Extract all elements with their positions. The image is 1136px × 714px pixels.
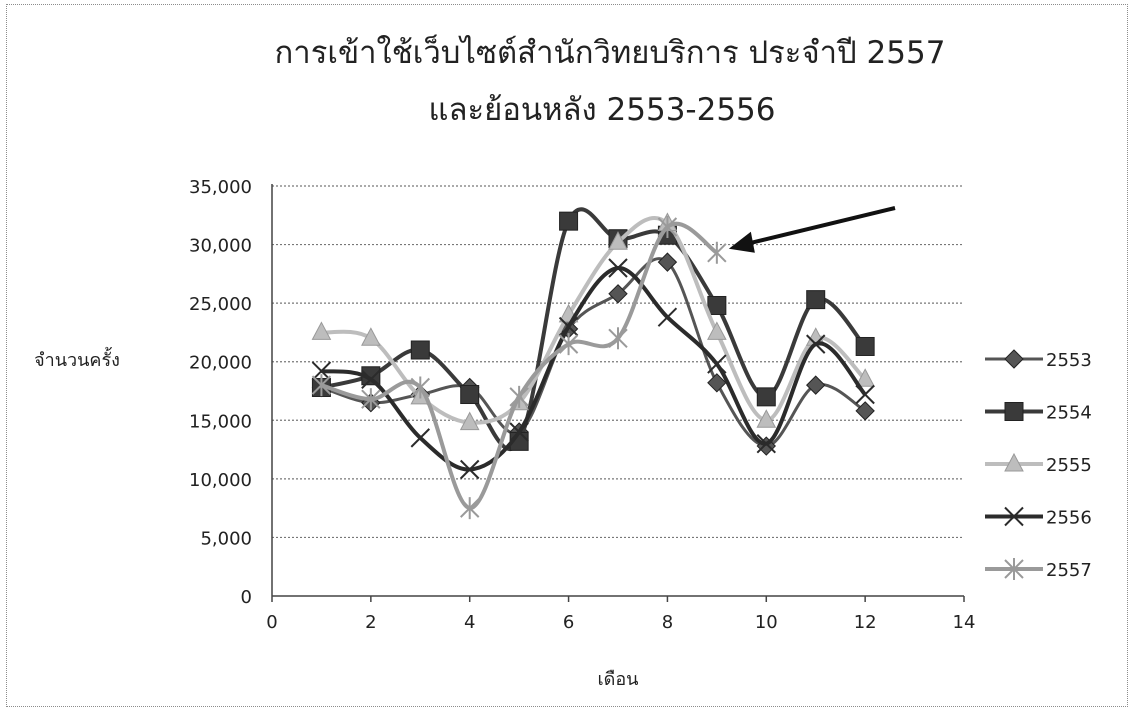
y-tick-label: 0 <box>241 587 252 608</box>
series-line-2557 <box>320 221 719 511</box>
data-point-2555 <box>855 368 875 387</box>
data-point-2557 <box>707 241 727 264</box>
x-tick-label: 0 <box>266 612 277 633</box>
data-point-2555 <box>608 231 628 250</box>
data-point-2556 <box>460 459 480 480</box>
data-point-2553 <box>806 375 826 395</box>
legend-marker-2555 <box>1004 452 1024 472</box>
data-point-2555 <box>756 409 777 428</box>
data-point-2554 <box>806 290 826 310</box>
x-tick-label: 8 <box>662 612 673 633</box>
data-point-2556 <box>756 434 776 454</box>
legend-label-2555: 2555 <box>1046 455 1092 476</box>
legend-label-2557: 2557 <box>1046 560 1092 581</box>
data-point-2554 <box>410 340 430 360</box>
series-line-2555 <box>321 216 867 425</box>
data-point-2556 <box>806 334 826 354</box>
legend-label-2556: 2556 <box>1046 508 1092 529</box>
legend-marker-2556 <box>1004 506 1024 527</box>
data-point-2556 <box>558 316 579 337</box>
data-point-2557 <box>410 376 430 399</box>
y-tick-label: 10,000 <box>189 470 252 491</box>
y-tick-label: 25,000 <box>189 294 252 315</box>
y-tick-label: 30,000 <box>189 236 252 257</box>
data-point-2556 <box>361 369 381 389</box>
y-tick-label: 5,000 <box>200 528 252 549</box>
data-point-2556 <box>509 422 529 442</box>
annotation-arrow-shaft <box>742 206 896 247</box>
data-point-2556 <box>608 258 628 278</box>
x-tick-label: 12 <box>854 612 877 633</box>
data-point-2556 <box>410 428 430 448</box>
y-tick-label: 35,000 <box>189 177 252 198</box>
x-tick-label: 10 <box>755 612 778 633</box>
data-point-2553 <box>855 401 875 421</box>
data-point-2557 <box>657 216 678 238</box>
x-tick-label: 2 <box>365 612 376 633</box>
data-point-2556 <box>855 384 875 405</box>
data-point-2556 <box>707 354 727 374</box>
data-point-2555 <box>361 327 381 346</box>
y-axis-label: จำนวนครั้ง <box>34 347 120 371</box>
y-tick-label: 15,000 <box>189 411 252 432</box>
data-point-2554 <box>559 211 579 231</box>
data-point-2553 <box>608 284 628 304</box>
annotation-arrow-head <box>728 231 755 253</box>
chart-frame <box>6 4 1128 707</box>
data-point-2554 <box>460 385 480 405</box>
legend-label-2553: 2553 <box>1046 350 1092 371</box>
data-point-2554 <box>707 295 727 315</box>
data-point-2556 <box>657 307 678 327</box>
x-tick-label: 14 <box>953 612 976 633</box>
data-point-2557 <box>558 333 579 356</box>
data-point-2555 <box>707 321 727 340</box>
data-point-2557 <box>361 388 381 411</box>
data-point-2557 <box>509 385 529 408</box>
data-point-2554 <box>855 336 875 356</box>
data-point-2555 <box>459 411 480 431</box>
data-point-2553 <box>707 373 727 393</box>
legend-marker-2557 <box>1004 558 1024 580</box>
data-point-2557 <box>311 374 332 397</box>
legend-marker-2554 <box>1004 402 1024 421</box>
data-point-2553 <box>657 252 678 272</box>
data-point-2555 <box>311 321 332 340</box>
legend-label-2554: 2554 <box>1046 403 1092 424</box>
data-point-2557 <box>460 497 480 520</box>
x-tick-label: 4 <box>464 612 475 633</box>
data-point-2557 <box>608 327 628 350</box>
data-point-2556 <box>311 361 332 381</box>
chart-title-line-2: และย้อนหลัง 2553-2556 <box>429 92 776 128</box>
x-tick-label: 6 <box>563 612 574 633</box>
data-point-2554 <box>756 387 776 407</box>
y-tick-label: 20,000 <box>189 353 252 374</box>
legend-marker-2553 <box>1004 349 1024 369</box>
x-axis-label: เดือน <box>598 669 639 690</box>
chart-title-line-1: การเข้าใช้เว็บไซต์สำนักวิทยบริการ ประจำป… <box>275 34 946 71</box>
